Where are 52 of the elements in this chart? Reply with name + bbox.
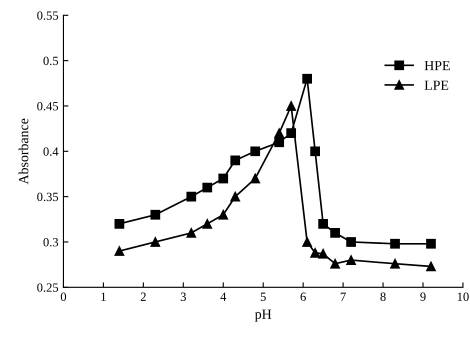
y-tick-label: 0.25 [37,283,58,292]
x-tick-label: 5 [260,292,266,301]
legend-label: LPE [424,80,448,90]
point [114,218,124,229]
point [330,258,340,269]
y-axis-title: Absorbance [18,118,28,184]
point [390,258,400,269]
point [346,255,356,265]
point [330,228,340,238]
x-axis-title: pH [254,310,272,322]
point [186,228,196,238]
legend-label: HPE [424,61,450,70]
point [186,192,196,202]
x-tick-label: 4 [220,292,226,301]
x-tick-label: 6 [300,292,306,301]
point [390,238,400,249]
x-tick-label: 10 [458,292,469,301]
y-tick-label: 0.4 [43,147,58,156]
x-tick-label: 9 [420,292,426,301]
point [202,218,212,229]
point [218,210,228,220]
point [230,192,240,202]
point [218,174,228,184]
x-tick-label: 1 [101,292,106,301]
x-tick-label: 3 [180,292,186,301]
y-tick-label: 0.3 [43,238,58,246]
point [346,237,356,247]
point [202,182,212,192]
x-tick-label: 8 [380,292,386,301]
x-tick-label: 7 [340,292,346,301]
point [286,101,296,111]
point [150,237,160,247]
point [302,74,312,84]
y-tick-label: 0.55 [37,11,58,20]
point [318,218,328,229]
point [426,238,436,249]
point [426,262,436,272]
point [274,128,284,138]
point [250,146,260,156]
y-tick-label: 0.35 [37,192,58,202]
point [310,146,320,156]
point [302,237,312,247]
point [150,210,160,220]
x-tick-label: 2 [140,292,146,301]
x-tick-label: 0 [60,292,66,301]
y-tick-label: 0.45 [37,102,58,110]
point [114,246,124,256]
point [230,156,240,166]
y-tick-label: 0.5 [43,56,58,66]
point [318,248,328,259]
point [250,174,260,184]
point [310,248,320,258]
